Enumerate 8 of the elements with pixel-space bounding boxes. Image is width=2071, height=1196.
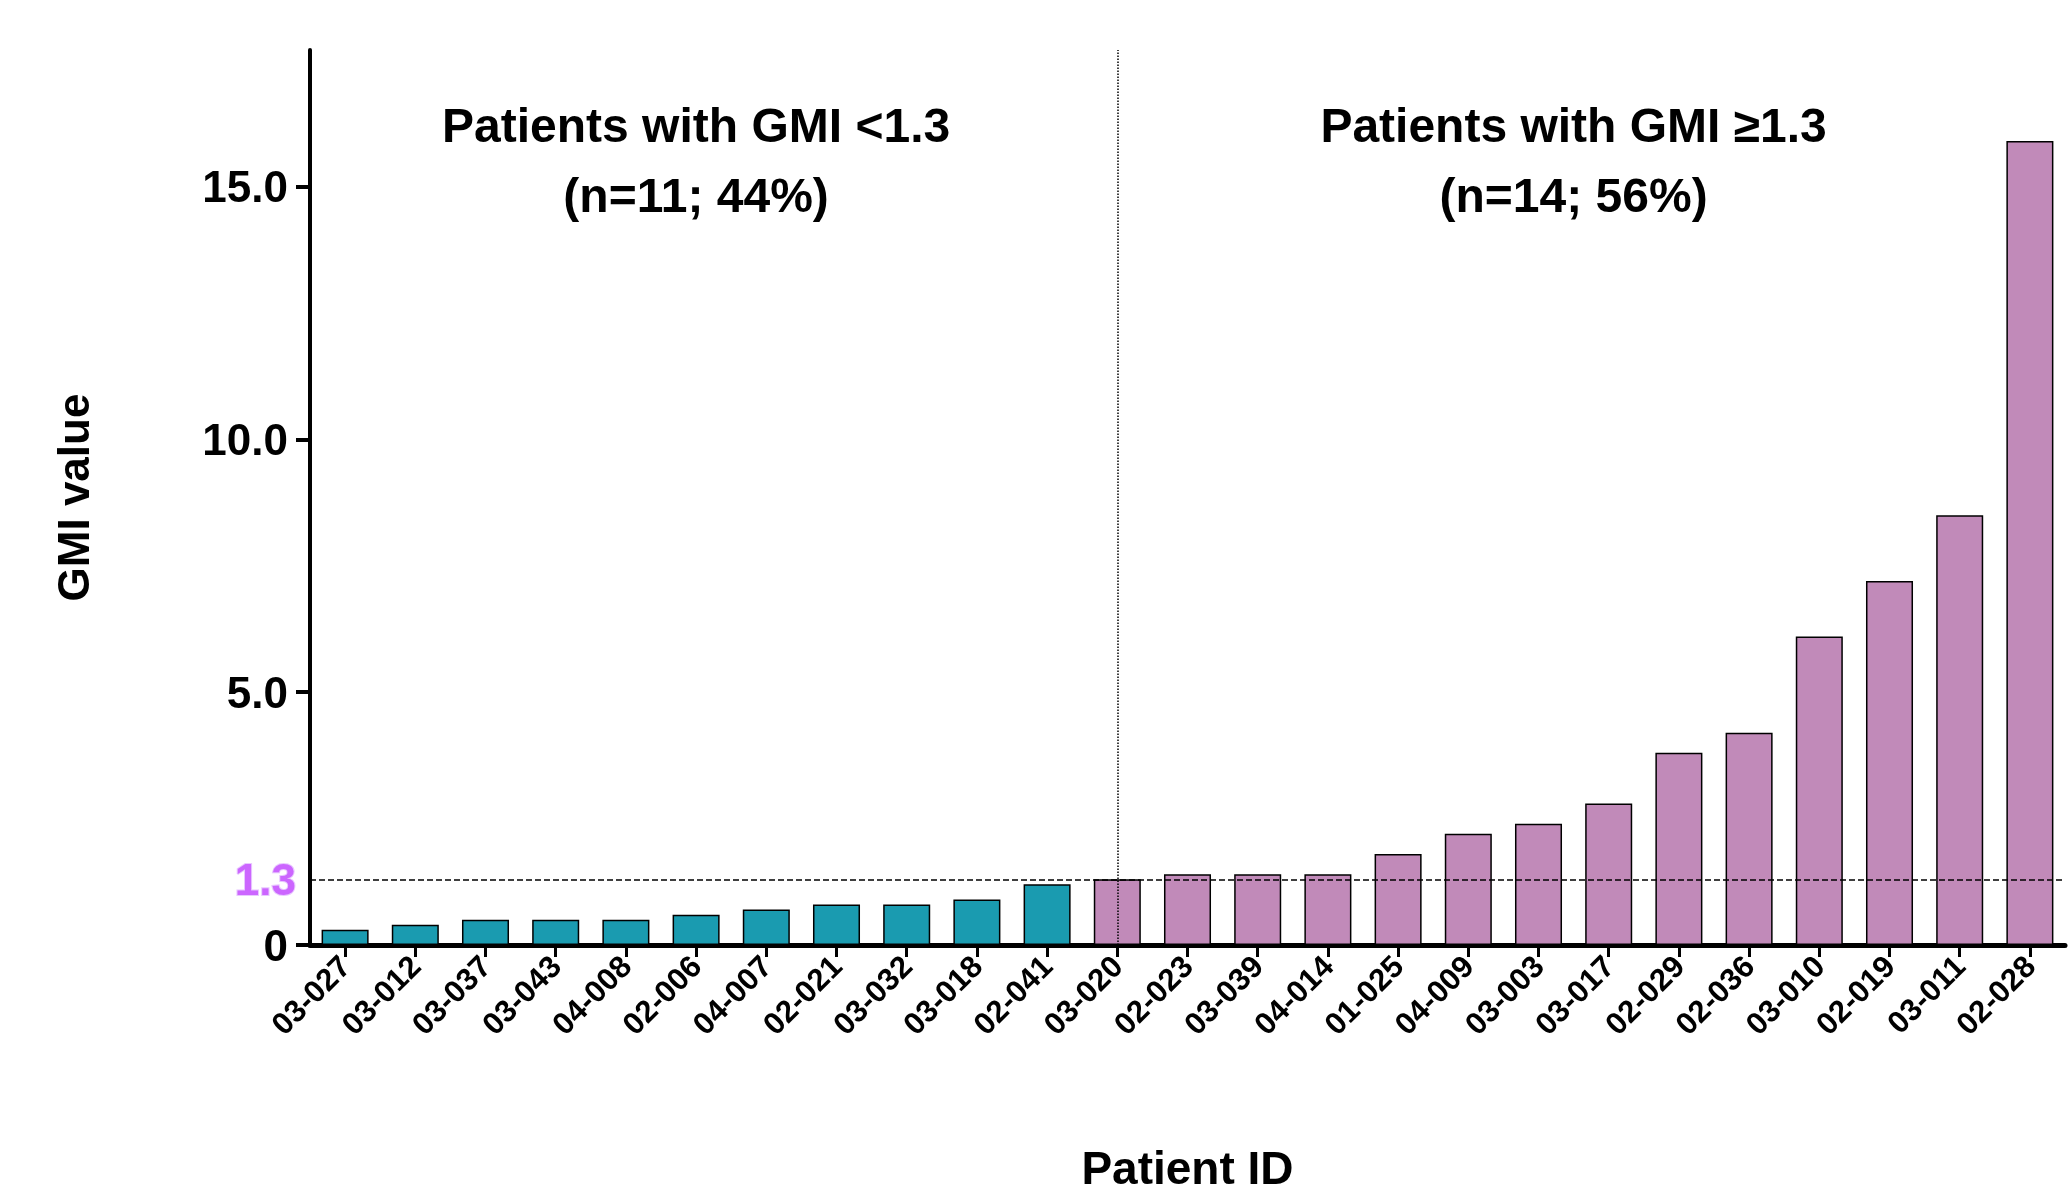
y-tick-label: 10.0 bbox=[202, 414, 288, 464]
annotation: Patients with GMI <1.3 (n=11; 44%) bbox=[442, 98, 951, 222]
annotation: Patients with GMI ≥1.3 (n=14; 56%) bbox=[1320, 98, 1827, 222]
ref-line-label: 1.3 bbox=[234, 854, 296, 904]
x-axis-title: Patient ID bbox=[1081, 1142, 1294, 1194]
y-tick-label: 15.0 bbox=[202, 162, 288, 212]
y-axis-title: GMI value bbox=[48, 393, 98, 602]
y-tick-label: 5.0 bbox=[226, 667, 288, 717]
